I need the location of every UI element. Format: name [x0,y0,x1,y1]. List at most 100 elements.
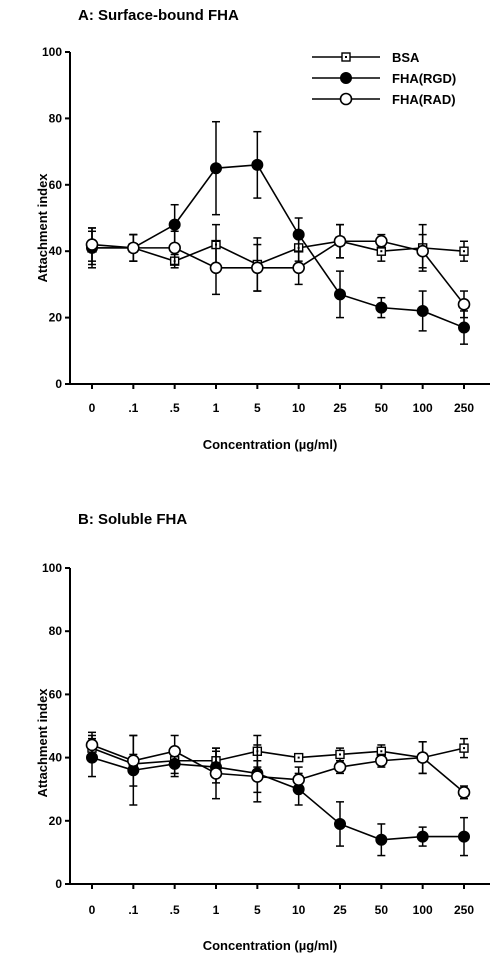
panel-b-series-fha-rad-point [127,754,140,768]
panel-a-series-fha-rad-point [251,261,264,275]
panel-a-legend-item-bsa-swatch-marker-dot [345,56,347,58]
panel-a-y-tick-label: 20 [49,311,63,325]
panel-b-series-fha-rad-point [292,773,305,787]
panel-a-x-tick-label: .1 [128,401,138,415]
panel-b-series-fha-rgd-line [91,756,464,841]
panel-a-series-fha-rgd-point [458,321,470,334]
panel-a-x-tick-label: 25 [333,401,347,415]
panel-b-series-fha-rad-point [85,738,99,752]
panel-a-series-fha-rgd [86,120,470,345]
panel-b-y-axis-label: Attachment index [35,688,50,798]
panel-b-y-tick-label: 40 [49,751,63,765]
panel-b-series-fha-rgd-point [375,833,388,846]
panel-a-x-tick-label: 100 [413,401,433,415]
panel-a-legend-item-bsa: BSA [312,50,420,65]
panel-a-legend-item-fha-rad-label: FHA(RAD) [392,92,456,107]
panel-a-y-axis-label: Attachment index [35,173,50,283]
panel-a-legend-item-fha-rgd: FHA(RGD) [312,71,456,86]
panel-a-series-fha-rad-point [457,298,471,311]
panel-b-series-fha-rad-point [333,760,347,774]
panel-a-y-tick-label: 40 [49,244,63,258]
panel-b: B: Soluble FHA Attachment index Concentr… [35,511,490,953]
panel-a-y-tick-label: 80 [49,111,63,125]
panel-b-series-fha-rad-point [168,744,181,758]
panel-a-series-bsa-point [459,246,469,256]
panel-b-series-bsa-point [335,749,345,760]
panel-a-legend-item-fha-rgd-label: FHA(RGD) [392,71,456,86]
panel-a-series-fha-rgd-line [92,164,465,329]
panel-b-x-tick-label: 100 [413,903,433,917]
panel-a-legend-item-fha-rad: FHA(RAD) [312,92,456,107]
panel-b-y-tick-label: 0 [55,877,62,891]
panel-a-x-axis-label: Concentration (µg/ml) [203,437,338,452]
panel-b-series-fha-rad-line [91,744,465,793]
panel-a-series-fha-rad-point [333,234,347,248]
panel-a-x-tick-label: 0 [89,401,96,415]
panel-b-series-fha-rad-point [457,786,471,799]
panel-a-series-fha-rad-point [375,234,388,248]
panel-b-series-fha-rgd-point [416,830,429,843]
panel-a-series-fha-rad-point [85,238,99,251]
panel-a-title: A: Surface-bound FHA [78,7,239,24]
panel-b-series-bsa-line [91,747,465,765]
panel-a-series-fha-rad-point [209,261,223,275]
panel-b-x-tick-label: 0 [89,903,96,917]
panel-b-y-tick-label: 80 [49,624,63,638]
panel-a-series-fha-rgd-point [416,304,429,317]
panel-b-x-tick-label: 10 [292,903,306,917]
panel-a-x-tick-label: 10 [292,401,306,415]
panel-b-y-tick-label: 100 [42,561,62,575]
panel-b-series-bsa-point-dot [297,756,300,759]
panel-a-series-bsa [87,223,469,292]
panel-b-series-fha-rad [85,731,471,800]
panel-b-x-tick-label: 50 [375,903,389,917]
panel-a-series-fha-rad-line [91,240,465,305]
panel-b-title: B: Soluble FHA [78,511,187,528]
panel-a-series-fha-rad [85,223,471,319]
panel-a-series-fha-rad-point [416,244,429,258]
panel-a-y-tick-label: 100 [42,45,62,59]
panel-a-series-fha-rad-point [127,241,140,255]
panel-a-series-bsa-point-dot [380,250,383,253]
panel-a: A: Surface-bound FHA Attachment index Co… [35,7,490,452]
panel-b-x-tick-label: .5 [170,903,180,917]
panel-a-series-fha-rgd-point [210,162,222,175]
panel-a-x-tick-label: .5 [170,401,180,415]
panel-a-y-tick-label: 60 [49,178,63,192]
panel-a-x-tick-label: 50 [375,401,389,415]
panel-b-series-bsa-point-dot [339,753,341,756]
panel-a-legend-item-bsa-label: BSA [392,50,420,65]
panel-b-series-fha-rgd-point [334,817,346,830]
panel-a-series-fha-rad-point [292,261,305,275]
panel-a-series-fha-rgd-point [334,288,346,301]
panel-a-x-tick-label: 250 [454,401,474,415]
panel-a-series-fha-rgd-point [375,301,388,314]
panel-b-series-bsa-point [459,743,469,753]
panel-b-x-axis-label: Concentration (µg/ml) [203,938,338,953]
panel-b-series-bsa-point-dot [380,750,383,753]
panel-b-series-fha-rgd-point [458,830,470,843]
panel-a-series-bsa-line [92,240,465,266]
panel-a-legend: BSA FHA(RGD) FHA(RAD) [312,50,456,107]
panel-b-x-tick-label: 25 [333,903,347,917]
panel-a-series-fha-rgd-point [168,218,181,231]
panel-b-series-fha-rad-point [251,770,264,783]
panel-a-series-fha-rgd-point [292,228,305,241]
panel-b-series-fha-rgd [86,734,470,857]
panel-a-legend-item-fha-rgd-swatch-marker [340,72,352,84]
panel-b-x-tick-label: 1 [213,903,220,917]
panel-a-legend-item-bsa-swatch-marker [341,52,351,62]
panel-b-series-fha-rad-point [416,751,429,764]
panel-b-y-tick-label: 20 [49,814,63,828]
panel-b-x-tick-label: .1 [128,903,138,917]
panel-a-series-fha-rad-point [168,241,181,255]
panel-a-x-tick-label: 1 [213,401,220,415]
panel-a-series-fha-rgd-point [251,158,264,171]
panel-b-series-bsa-point-dot [463,747,465,750]
panel-b-y-tick-label: 60 [49,687,63,701]
panel-a-y-tick-label: 0 [55,377,62,391]
panel-a-legend-item-fha-rad-swatch-marker [339,92,353,106]
panel-b-series-fha-rad-point [209,767,223,780]
panel-b-series-fha-rad-point [375,754,388,768]
